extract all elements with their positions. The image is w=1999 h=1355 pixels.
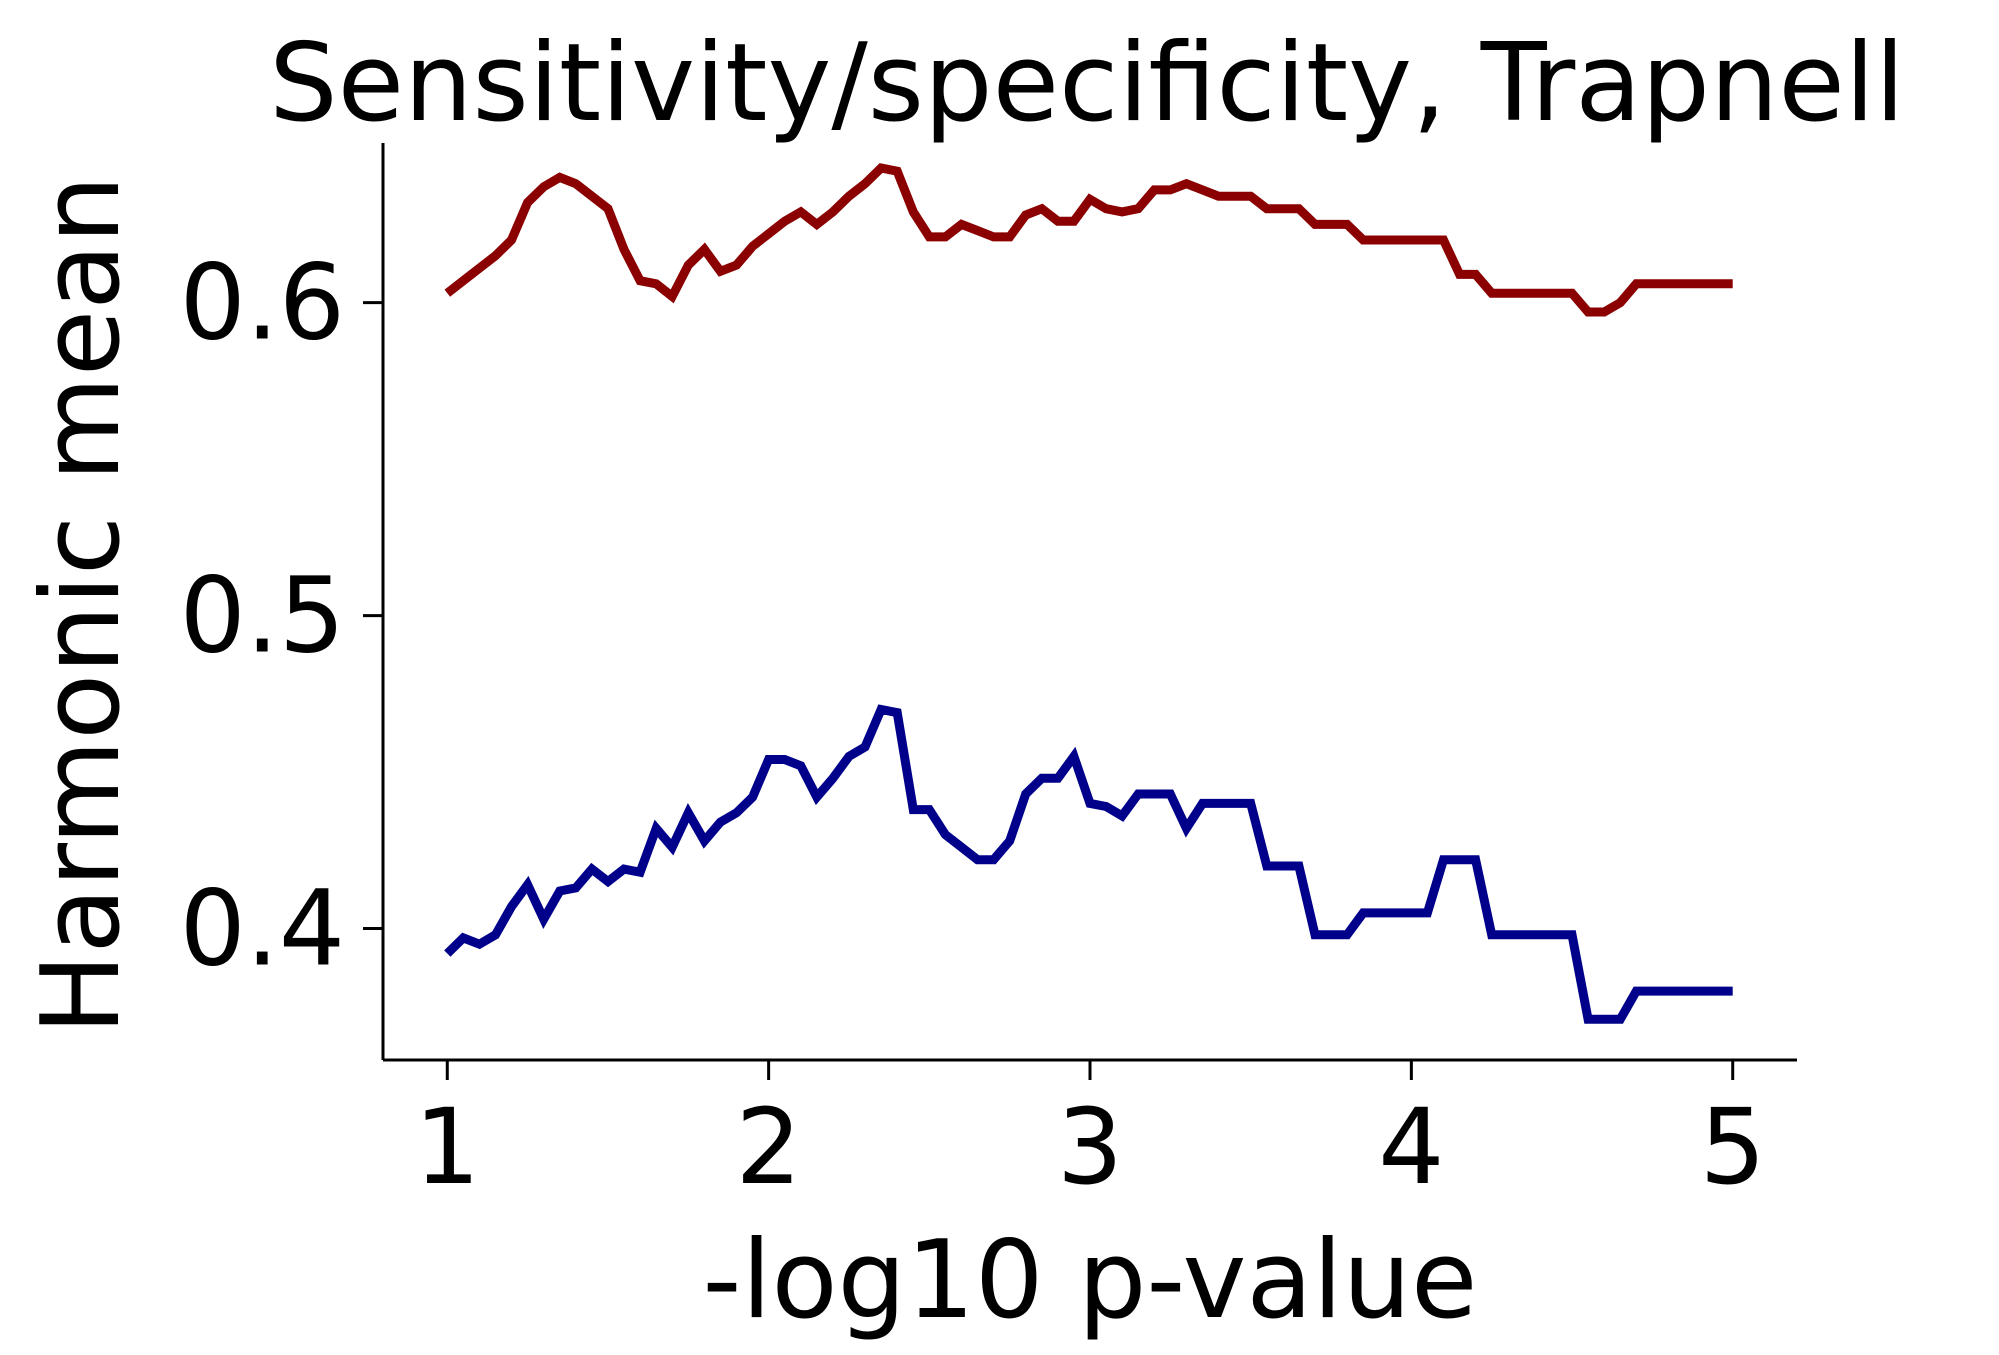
- series-line-2: [444, 704, 1733, 1024]
- chart-title: Sensitivity/specificity, Trapnell: [269, 21, 1905, 146]
- y-ticks: 0.4 0.5 0.6: [180, 242, 383, 990]
- x-tick-label: 2: [736, 1086, 802, 1208]
- series-line-1: [444, 163, 1733, 317]
- y-axis-label: Harmonic mean: [19, 175, 144, 1035]
- y-tick-label: 0.6: [180, 242, 345, 364]
- x-tick-label: 1: [414, 1086, 480, 1208]
- x-tick-label: 5: [1700, 1086, 1766, 1208]
- x-tick-label: 3: [1057, 1086, 1123, 1208]
- plot-area: [444, 163, 1733, 1024]
- x-ticks: 1 2 3 4 5: [414, 1060, 1766, 1208]
- x-axis-label: -log10 p-value: [703, 1218, 1478, 1343]
- x-tick-label: 4: [1378, 1086, 1444, 1208]
- y-tick-label: 0.5: [180, 555, 345, 677]
- y-tick-label: 0.4: [180, 868, 345, 990]
